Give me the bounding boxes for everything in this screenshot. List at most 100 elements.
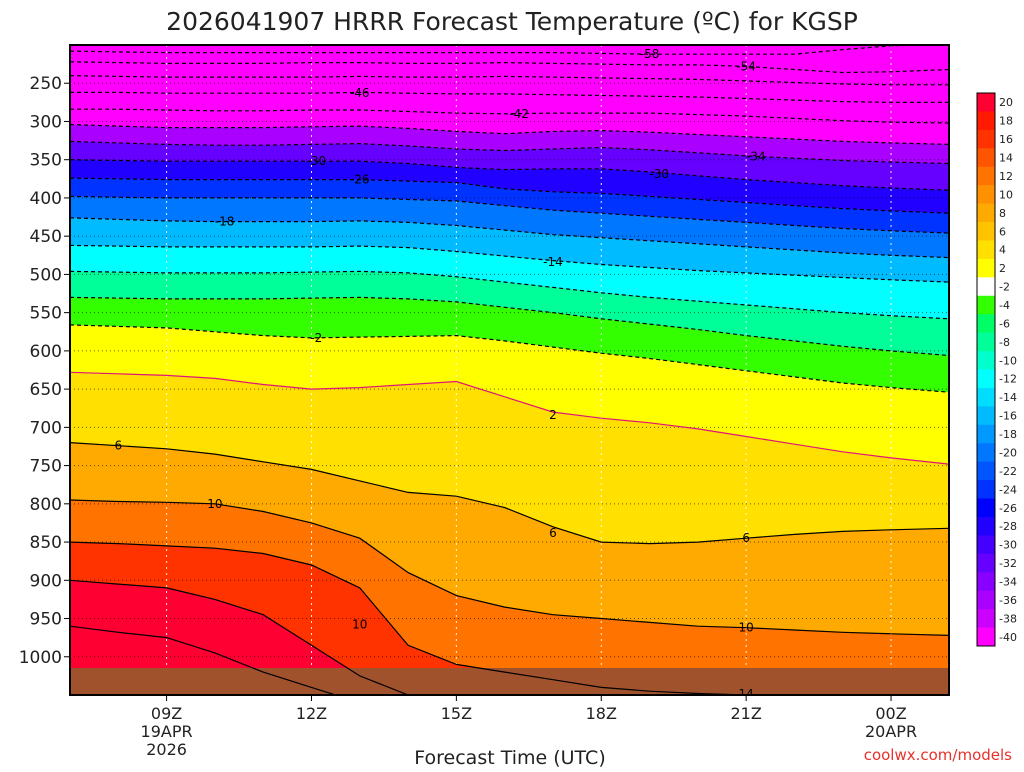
x-tick-date: 19APR	[141, 722, 193, 741]
temperature-band	[70, 271, 949, 356]
y-tick-label: 800	[30, 495, 62, 515]
contour-label: -54	[736, 59, 756, 73]
colorbar-label: -22	[999, 465, 1017, 478]
isotherm-line	[70, 108, 949, 124]
isotherm-line	[70, 541, 766, 695]
temperature-band	[70, 245, 949, 319]
colorbar-swatch	[977, 351, 995, 370]
colorbar-label: -8	[999, 336, 1010, 349]
contour-label: -46	[350, 86, 370, 100]
colorbar-label: -28	[999, 520, 1017, 533]
colorbar-swatch	[977, 258, 995, 278]
colorbar-swatch	[977, 295, 995, 315]
isotherm-line	[70, 579, 412, 695]
y-tick-label: 1000	[19, 648, 62, 668]
colorbar-swatch	[977, 111, 995, 131]
colorbar-swatch	[977, 461, 995, 481]
colorbar-swatch	[977, 406, 995, 426]
temperature-band	[70, 159, 949, 214]
contour-label: 10	[207, 497, 222, 511]
contour-label: 6	[742, 531, 750, 545]
y-axis-pressure: 250 300 350 400 450 500 550 600 650 700 750 800 850 9…	[19, 74, 70, 668]
temperature-band	[70, 178, 949, 234]
colorbar-swatch	[977, 222, 995, 241]
colorbar-label: -30	[999, 539, 1017, 552]
colorbar-label: -36	[999, 594, 1017, 607]
plot-frame	[69, 44, 950, 696]
colorbar-swatch	[977, 553, 995, 573]
colorbar-swatch	[977, 498, 995, 518]
colorbar-label: 20	[999, 96, 1013, 109]
colorbar-swatch	[977, 480, 995, 500]
x-tick-date: 20APR	[865, 722, 917, 741]
x-tick-label: 21Z	[730, 704, 761, 723]
contour-label: -58	[640, 47, 660, 61]
contour-label: -30	[307, 154, 327, 168]
y-tick-label: 500	[30, 265, 62, 285]
colorbar-label: -26	[999, 502, 1017, 515]
colorbar-label: 10	[999, 188, 1013, 201]
y-tick-label: 850	[30, 533, 62, 553]
colorbar-swatch	[977, 572, 995, 592]
colorbar-swatch	[977, 185, 995, 205]
contour-label: 10	[352, 618, 367, 632]
colorbar-label: -34	[999, 575, 1017, 588]
colorbar: 20 18 16 14 12 10 8 6 4 2 -2 -4 -6 -8 -10 -12 -14 -16 -18 -…	[976, 92, 1017, 647]
y-tick-label: 300	[30, 112, 62, 132]
temperature-band	[70, 61, 949, 85]
x-tick-label: 18Z	[586, 704, 617, 723]
x-tick-label: 09Z	[151, 704, 182, 723]
colorbar-swatch	[977, 148, 995, 168]
colorbar-label: -20	[999, 446, 1017, 459]
isotherm-line	[70, 75, 949, 86]
y-tick-label: 450	[30, 227, 62, 247]
colorbar-label: -4	[999, 299, 1010, 312]
contour-label: -34	[746, 150, 766, 164]
credit-text: coolwx.com/models	[864, 746, 1012, 764]
ground-below-surface	[70, 668, 949, 695]
isotherm-line	[70, 244, 949, 283]
contour-label: 10	[739, 621, 754, 635]
x-tick-label: 12Z	[296, 704, 327, 723]
colorbar-swatch	[977, 332, 995, 352]
colorbar-label: 8	[999, 207, 1006, 220]
isotherm-contours	[70, 45, 949, 695]
contour-label: 6	[549, 526, 557, 540]
colorbar-label: -6	[999, 317, 1010, 330]
colorbar-swatch	[977, 590, 995, 610]
colorbar-label: -24	[999, 483, 1017, 496]
y-tick-label: 700	[30, 418, 62, 438]
isotherm-line	[70, 270, 949, 320]
isotherm-line	[70, 45, 942, 55]
isotherm-line	[70, 371, 949, 465]
isotherm-line	[70, 217, 949, 259]
colorbar-swatch	[977, 535, 995, 555]
colorbar-swatch	[977, 443, 995, 463]
colorbar-swatch	[977, 129, 995, 149]
contour-label: -14	[543, 255, 563, 269]
contour-label: -18	[215, 215, 235, 229]
contour-label: 2	[549, 408, 557, 422]
colorbar-swatch	[977, 627, 995, 647]
y-tick-label: 550	[30, 304, 62, 324]
temperature-band	[70, 542, 747, 695]
colorbar-label: 4	[999, 244, 1006, 257]
isotherm-line	[70, 296, 949, 357]
y-tick-label: 900	[30, 571, 62, 591]
isotherm-line	[70, 159, 949, 191]
colorbar-swatch	[977, 424, 995, 444]
colorbar-label: 6	[999, 225, 1006, 238]
temperature-band	[70, 500, 949, 695]
isotherm-line	[70, 442, 949, 545]
isotherm-line	[70, 324, 949, 393]
plot-area: -58 -54 -46 -42 -34 -30 -30 -26 -18 -14 -2 2 6 10 6 6 10…	[70, 45, 949, 695]
temperature-band	[70, 124, 949, 164]
contour-label: -30	[649, 167, 669, 181]
colorbar-label: -16	[999, 410, 1017, 423]
temperature-bands	[70, 45, 949, 695]
chart-title: 2026041907 HRRR Forecast Temperature (ºC…	[166, 7, 858, 36]
contour-label: -26	[350, 173, 370, 187]
isotherm-line	[70, 499, 949, 636]
